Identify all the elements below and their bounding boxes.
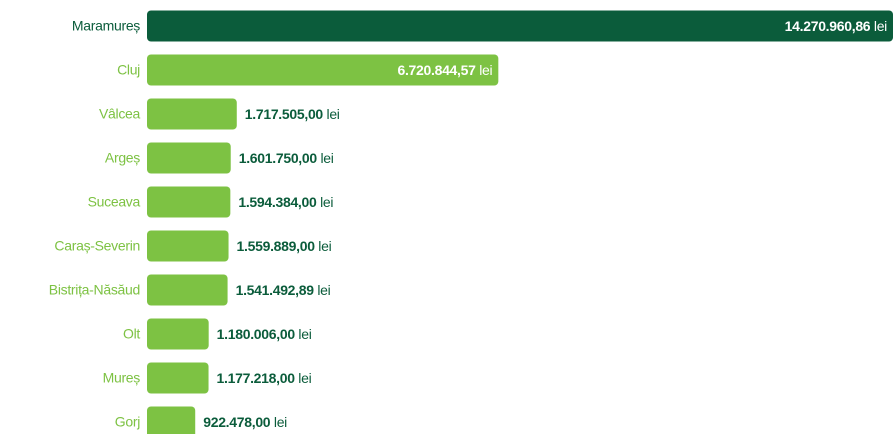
category-label: Gorj [115, 414, 140, 430]
value-number: 1.177.218,00 [217, 370, 296, 386]
value-number: 1.541.492,89 [236, 282, 315, 298]
bar [147, 10, 893, 42]
value-number: 1.601.750,00 [239, 150, 318, 166]
bar [147, 186, 231, 218]
value-label: 1.717.505,00 lei [245, 106, 340, 122]
value-unit: lei [317, 282, 330, 298]
value-number: 1.594.384,00 [238, 194, 317, 210]
value-unit: lei [327, 106, 340, 122]
value-number: 14.270.960,86 [785, 18, 871, 34]
value-unit: lei [298, 370, 311, 386]
value-label: 1.180.006,00 lei [217, 326, 312, 342]
bar [147, 142, 231, 174]
category-label: Argeș [105, 150, 140, 166]
value-label: 1.177.218,00 lei [217, 370, 312, 386]
category-label: Vâlcea [99, 106, 141, 122]
category-label: Suceava [88, 194, 141, 210]
value-unit: lei [479, 62, 492, 78]
value-unit: lei [320, 150, 333, 166]
bar [147, 406, 196, 434]
bar [147, 54, 499, 86]
category-label: Bistrița-Năsăud [49, 282, 140, 298]
category-label: Olt [123, 326, 140, 342]
value-label: 1.541.492,89 lei [236, 282, 331, 298]
value-label: 1.594.384,00 lei [238, 194, 333, 210]
bar [147, 274, 228, 306]
value-unit: lei [274, 414, 287, 430]
value-number: 922.478,00 [203, 414, 271, 430]
category-label: Caraș-Severin [54, 238, 140, 254]
bar [147, 98, 237, 130]
bar [147, 230, 229, 262]
value-number: 1.559.889,00 [237, 238, 316, 254]
value-number: 6.720.844,57 [397, 62, 476, 78]
value-label: 1.601.750,00 lei [239, 150, 334, 166]
value-label: 6.720.844,57 lei [397, 62, 492, 78]
value-number: 1.180.006,00 [217, 326, 296, 342]
bar [147, 318, 209, 350]
value-unit: lei [298, 326, 311, 342]
category-label: Mureș [103, 370, 141, 386]
category-label: Maramureș [72, 18, 140, 34]
value-label: 14.270.960,86 lei [785, 18, 888, 34]
value-unit: lei [318, 238, 331, 254]
category-label: Cluj [117, 62, 140, 78]
value-unit: lei [874, 18, 887, 34]
value-label: 922.478,00 lei [203, 414, 287, 430]
bar [147, 362, 209, 394]
value-number: 1.717.505,00 [245, 106, 324, 122]
value-unit: lei [320, 194, 333, 210]
value-label: 1.559.889,00 lei [237, 238, 332, 254]
